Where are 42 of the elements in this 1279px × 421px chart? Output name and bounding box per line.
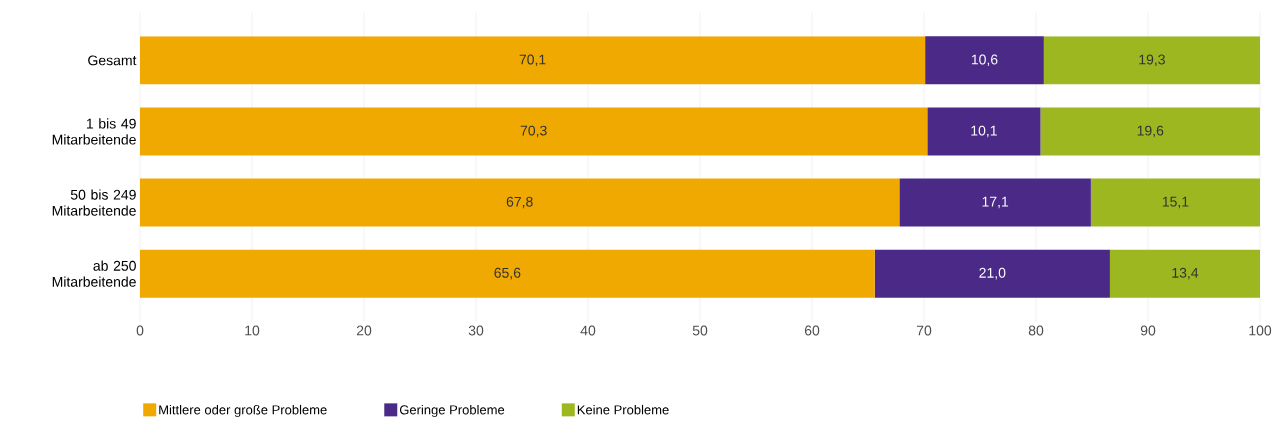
- x-tick-label: 60: [804, 325, 820, 336]
- bar: [1040, 107, 1260, 156]
- data-label: 70,1: [519, 54, 546, 67]
- data-label: 19,3: [1139, 54, 1165, 67]
- y-tick-label: ab 250 Mitarbeitende: [52, 260, 136, 287]
- x-tick-label: 0: [136, 325, 144, 336]
- x-tick-label: 70: [916, 325, 932, 336]
- legend-label: Geringe Probleme: [399, 404, 505, 418]
- y-tick-label: Gesamt: [88, 55, 137, 66]
- legend-label: Keine Probleme: [577, 404, 669, 415]
- data-label: 17,1: [982, 196, 1009, 209]
- data-label: 10,6: [971, 54, 998, 67]
- bar: [899, 178, 1091, 227]
- bar: [874, 249, 1110, 298]
- data-label: 67,8: [506, 196, 533, 209]
- legend-label: Mittlere oder große Probleme: [159, 404, 327, 418]
- data-label: 70,3: [520, 125, 547, 138]
- data-label: 21,0: [979, 267, 1006, 280]
- bar: [140, 107, 928, 156]
- y-tick-label: 1 bis 49 Mitarbeitende: [52, 118, 136, 145]
- bar: [140, 178, 900, 227]
- y-tick-label: 50 bis 249 Mitarbeitende: [52, 189, 136, 216]
- data-label: 19,6: [1137, 125, 1164, 138]
- x-tick-label: 50: [692, 325, 708, 336]
- bar: [927, 107, 1041, 156]
- bar: [1043, 36, 1260, 85]
- bar: [140, 36, 926, 85]
- data-label: 15,1: [1162, 196, 1189, 209]
- data-label: 10,1: [971, 125, 997, 138]
- x-tick-label: 90: [1140, 325, 1156, 336]
- bar: [925, 36, 1044, 85]
- bar: [140, 249, 875, 298]
- data-label: 65,6: [494, 267, 521, 280]
- bar: [1109, 249, 1260, 298]
- x-tick-label: 100: [1249, 325, 1272, 336]
- x-tick-label: 20: [356, 325, 372, 336]
- data-label: 13,4: [1172, 267, 1199, 280]
- x-tick-label: 80: [1028, 325, 1044, 336]
- bar: [1090, 178, 1260, 227]
- x-tick-label: 40: [580, 325, 596, 336]
- x-tick-label: 30: [468, 325, 484, 336]
- x-tick-label: 10: [245, 325, 260, 336]
